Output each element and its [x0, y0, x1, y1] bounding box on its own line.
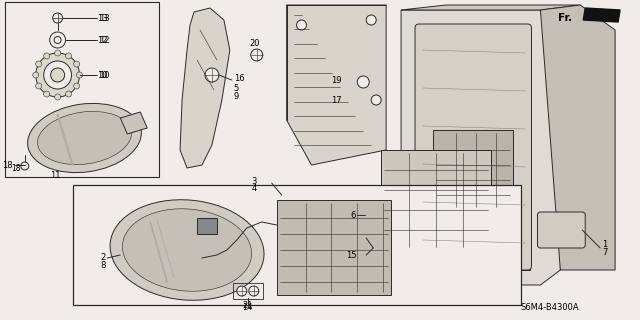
Circle shape — [366, 15, 376, 25]
Text: 17: 17 — [331, 95, 341, 105]
Ellipse shape — [38, 111, 131, 164]
Circle shape — [77, 72, 83, 78]
Text: 18: 18 — [11, 164, 20, 172]
Circle shape — [440, 214, 452, 226]
Circle shape — [52, 13, 63, 23]
Text: 3: 3 — [252, 177, 257, 186]
Text: 18: 18 — [2, 161, 13, 170]
Circle shape — [36, 61, 42, 67]
Text: 16: 16 — [234, 74, 244, 83]
Circle shape — [50, 32, 65, 48]
Text: 20: 20 — [250, 38, 260, 47]
Circle shape — [65, 91, 72, 97]
Text: 12: 12 — [99, 36, 110, 44]
Polygon shape — [120, 112, 147, 134]
FancyBboxPatch shape — [538, 212, 585, 248]
Circle shape — [51, 68, 65, 82]
Circle shape — [357, 76, 369, 88]
Circle shape — [74, 61, 79, 67]
Text: 19: 19 — [331, 76, 341, 84]
Text: 13: 13 — [99, 13, 110, 22]
Text: 13: 13 — [97, 13, 108, 22]
Circle shape — [20, 162, 29, 170]
Circle shape — [251, 49, 262, 61]
Text: 10: 10 — [97, 70, 108, 79]
Text: 9: 9 — [234, 92, 239, 100]
FancyBboxPatch shape — [433, 130, 513, 210]
Circle shape — [371, 95, 381, 105]
Text: 6: 6 — [350, 211, 355, 220]
Polygon shape — [540, 5, 615, 270]
Circle shape — [249, 286, 259, 296]
FancyBboxPatch shape — [197, 218, 217, 234]
Circle shape — [36, 53, 79, 97]
Circle shape — [365, 209, 377, 221]
Text: 1: 1 — [602, 239, 607, 249]
Circle shape — [36, 83, 42, 89]
Text: 8: 8 — [100, 260, 106, 269]
Ellipse shape — [28, 103, 141, 172]
Polygon shape — [583, 8, 620, 22]
Text: 7: 7 — [602, 247, 607, 257]
Circle shape — [65, 53, 72, 59]
Text: 11: 11 — [50, 171, 60, 180]
Circle shape — [54, 50, 61, 56]
Text: 15: 15 — [346, 251, 356, 260]
Text: 5: 5 — [234, 84, 239, 92]
FancyBboxPatch shape — [276, 200, 391, 295]
Polygon shape — [401, 5, 580, 10]
FancyBboxPatch shape — [381, 150, 491, 250]
Text: 21: 21 — [243, 300, 253, 309]
Circle shape — [54, 94, 61, 100]
Circle shape — [237, 286, 247, 296]
Text: 10: 10 — [99, 70, 110, 79]
FancyBboxPatch shape — [72, 185, 520, 305]
Circle shape — [296, 20, 307, 30]
Text: 2: 2 — [100, 253, 106, 262]
Text: S6M4-B4300A: S6M4-B4300A — [520, 303, 579, 312]
Polygon shape — [416, 25, 531, 270]
Ellipse shape — [122, 209, 252, 291]
Ellipse shape — [110, 200, 264, 300]
Circle shape — [44, 91, 50, 97]
Polygon shape — [287, 5, 386, 165]
Circle shape — [205, 68, 219, 82]
Circle shape — [33, 72, 38, 78]
Text: Fr.: Fr. — [558, 13, 572, 23]
FancyBboxPatch shape — [415, 24, 531, 270]
Circle shape — [44, 61, 72, 89]
Polygon shape — [180, 8, 230, 168]
Polygon shape — [401, 10, 561, 285]
Circle shape — [54, 36, 61, 44]
Circle shape — [44, 53, 50, 59]
Circle shape — [74, 83, 79, 89]
FancyBboxPatch shape — [5, 2, 159, 177]
Text: 12: 12 — [97, 36, 108, 44]
Text: 14: 14 — [243, 303, 253, 313]
Text: 4: 4 — [252, 183, 257, 193]
